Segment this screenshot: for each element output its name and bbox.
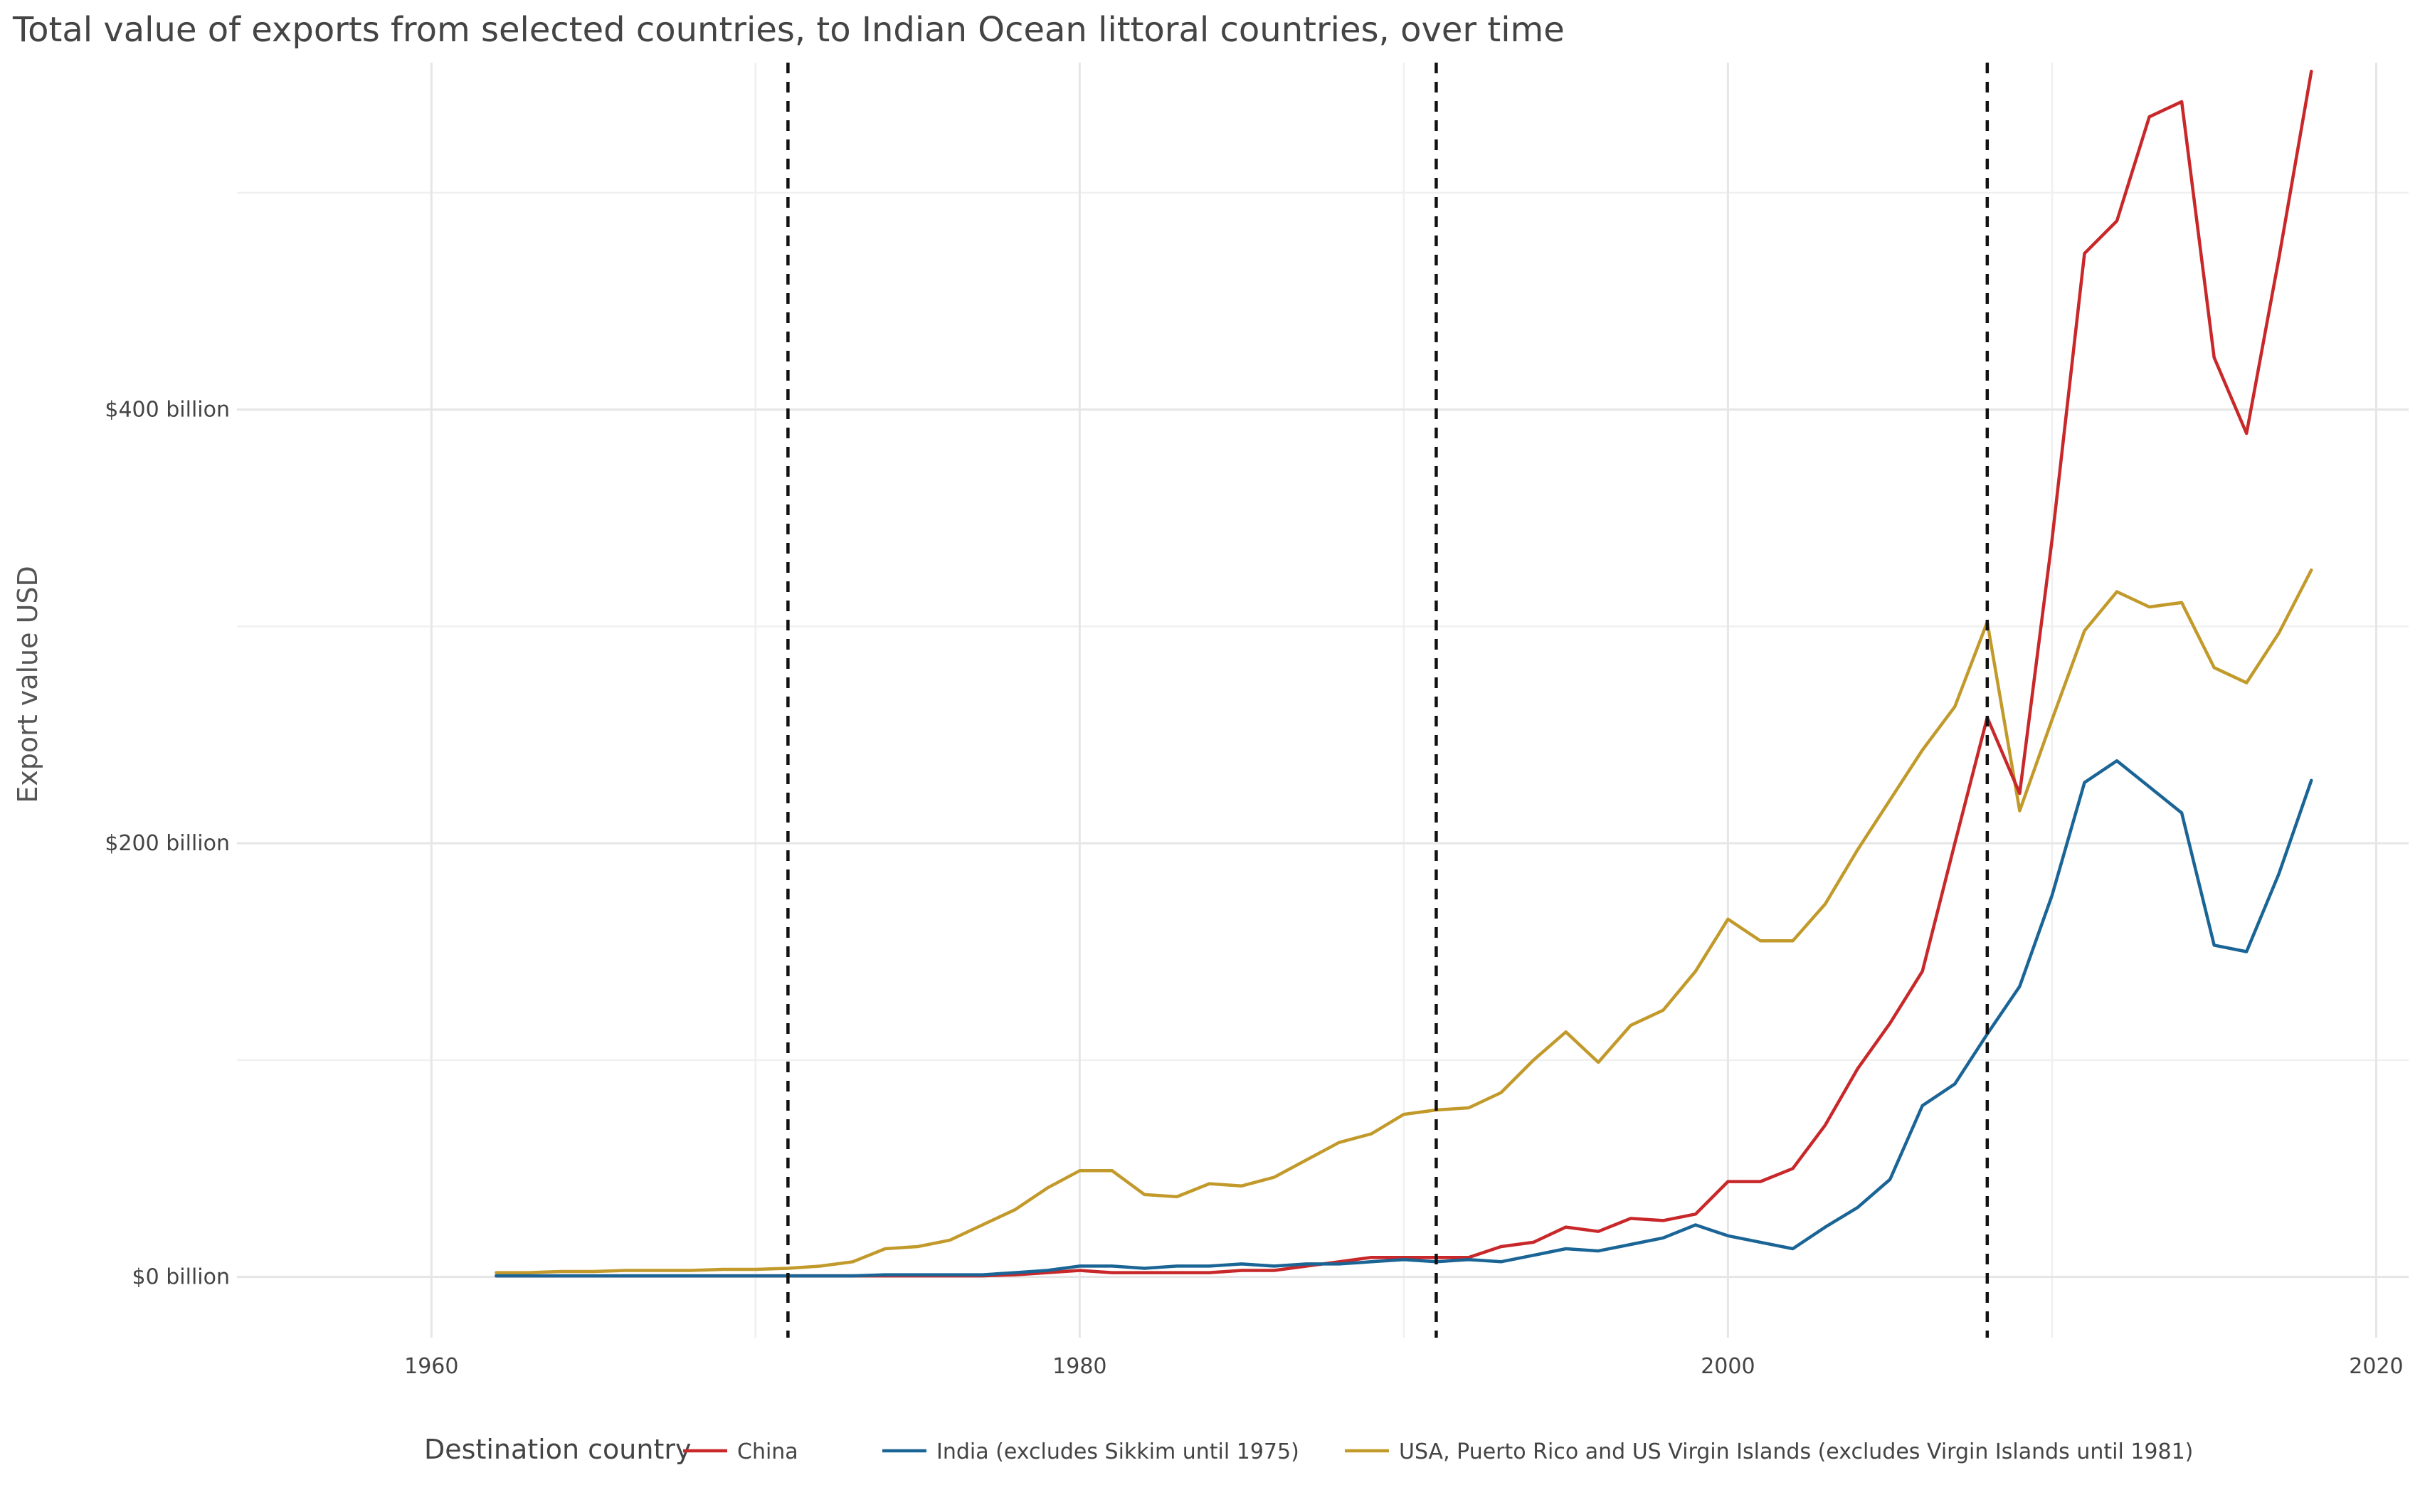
legend-label: India (excludes Sikkim until 1975)	[936, 1439, 1299, 1464]
series-line	[495, 568, 2313, 1274]
legend-label: USA, Puerto Rico and US Virgin Islands (…	[1399, 1439, 2193, 1464]
y-tick-label: $200 billion	[105, 831, 230, 856]
x-tick-label: 2020	[2349, 1354, 2403, 1379]
y-axis-tick-labels: $0 billion $200 billion $400 billion	[105, 398, 230, 1290]
legend-label: China	[737, 1439, 798, 1464]
chart-title: Total value of exports from selected cou…	[12, 10, 1565, 50]
legend-title: Destination country	[424, 1434, 691, 1465]
minor-gridlines	[237, 63, 2409, 1338]
x-tick-label: 2000	[1701, 1354, 1755, 1379]
reference-lines	[786, 63, 1990, 1338]
x-axis-tick-labels: 1960 1980 2000 2020	[404, 1354, 2403, 1379]
x-tick-label: 1980	[1052, 1354, 1106, 1379]
legend: Destination country China India (excludes…	[424, 1434, 2193, 1465]
series-line	[495, 759, 2313, 1278]
y-axis-title: Export value USD	[12, 566, 43, 803]
y-tick-label: $0 billion	[132, 1265, 230, 1290]
y-tick-label: $400 billion	[105, 398, 230, 423]
x-tick-label: 1960	[404, 1354, 458, 1379]
series-lines	[495, 69, 2313, 1278]
